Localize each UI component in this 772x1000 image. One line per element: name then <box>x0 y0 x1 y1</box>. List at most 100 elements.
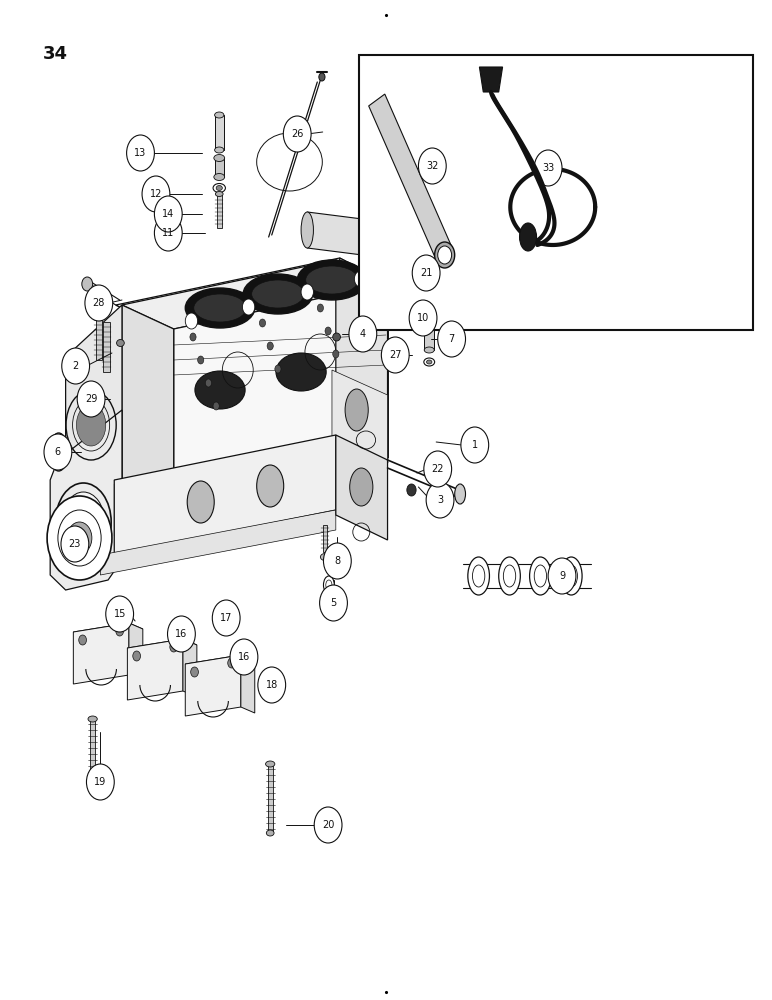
Circle shape <box>127 135 154 171</box>
Circle shape <box>191 667 198 677</box>
Circle shape <box>301 284 313 300</box>
Circle shape <box>61 526 89 562</box>
Circle shape <box>438 321 466 357</box>
Text: 19: 19 <box>94 777 107 787</box>
Ellipse shape <box>213 184 225 192</box>
Circle shape <box>360 296 366 304</box>
Polygon shape <box>215 158 224 177</box>
Text: 21: 21 <box>420 268 432 278</box>
Circle shape <box>461 427 489 463</box>
Polygon shape <box>73 623 129 684</box>
Ellipse shape <box>435 242 455 268</box>
Polygon shape <box>116 258 388 330</box>
Circle shape <box>333 350 339 358</box>
Circle shape <box>190 333 196 341</box>
Ellipse shape <box>520 223 537 251</box>
Circle shape <box>323 543 351 579</box>
Polygon shape <box>241 655 255 713</box>
Polygon shape <box>129 623 143 681</box>
Polygon shape <box>103 322 110 372</box>
Text: 3: 3 <box>437 495 443 505</box>
Ellipse shape <box>214 154 225 161</box>
Polygon shape <box>90 720 95 785</box>
Circle shape <box>325 327 331 335</box>
Polygon shape <box>336 435 388 540</box>
Polygon shape <box>369 94 452 261</box>
Polygon shape <box>66 484 122 570</box>
Circle shape <box>349 316 377 352</box>
Circle shape <box>314 807 342 843</box>
Ellipse shape <box>216 186 222 190</box>
Text: 26: 26 <box>291 129 303 139</box>
Ellipse shape <box>424 358 435 366</box>
Circle shape <box>106 596 134 632</box>
Text: 9: 9 <box>559 571 565 581</box>
Ellipse shape <box>468 557 489 595</box>
Circle shape <box>142 176 170 212</box>
Ellipse shape <box>323 576 334 594</box>
Polygon shape <box>340 258 388 458</box>
Text: 2: 2 <box>73 361 79 371</box>
Ellipse shape <box>499 557 520 595</box>
Polygon shape <box>100 510 336 575</box>
Polygon shape <box>185 655 241 716</box>
Text: 16: 16 <box>238 652 250 662</box>
Text: 7: 7 <box>449 334 455 344</box>
Ellipse shape <box>530 557 551 595</box>
Ellipse shape <box>320 554 330 560</box>
Polygon shape <box>96 310 102 360</box>
Circle shape <box>424 451 452 487</box>
Ellipse shape <box>438 246 452 264</box>
Circle shape <box>283 116 311 152</box>
Ellipse shape <box>117 340 124 347</box>
Text: 1: 1 <box>472 440 478 450</box>
Text: 29: 29 <box>85 394 97 404</box>
Circle shape <box>116 626 124 636</box>
Ellipse shape <box>243 274 313 314</box>
Circle shape <box>354 271 367 287</box>
Circle shape <box>407 484 416 496</box>
Polygon shape <box>174 284 388 508</box>
Polygon shape <box>307 212 386 258</box>
Polygon shape <box>50 410 122 590</box>
Circle shape <box>86 764 114 800</box>
Circle shape <box>418 148 446 184</box>
Circle shape <box>317 304 323 312</box>
Ellipse shape <box>333 333 340 341</box>
Circle shape <box>367 319 374 327</box>
Circle shape <box>258 667 286 703</box>
Ellipse shape <box>88 716 97 722</box>
Circle shape <box>67 522 92 554</box>
Text: 10: 10 <box>417 313 429 323</box>
Text: 17: 17 <box>220 613 232 623</box>
Ellipse shape <box>455 484 466 504</box>
Text: 13: 13 <box>134 148 147 158</box>
Ellipse shape <box>266 761 275 767</box>
Polygon shape <box>424 329 434 350</box>
Ellipse shape <box>345 389 368 431</box>
Text: 12: 12 <box>150 189 162 199</box>
Polygon shape <box>479 67 503 92</box>
Ellipse shape <box>560 557 582 595</box>
Circle shape <box>426 482 454 518</box>
Ellipse shape <box>185 288 255 328</box>
Ellipse shape <box>76 404 106 446</box>
Circle shape <box>133 651 141 661</box>
Circle shape <box>381 337 409 373</box>
Ellipse shape <box>276 353 326 391</box>
Circle shape <box>409 300 437 336</box>
Polygon shape <box>323 525 327 552</box>
Text: 5: 5 <box>330 598 337 608</box>
Ellipse shape <box>425 347 434 353</box>
Text: 32: 32 <box>426 161 438 171</box>
Text: 23: 23 <box>69 539 81 549</box>
Ellipse shape <box>405 276 413 282</box>
Ellipse shape <box>350 468 373 506</box>
Text: 18: 18 <box>266 680 278 690</box>
Text: 16: 16 <box>175 629 188 639</box>
Ellipse shape <box>301 212 313 248</box>
Circle shape <box>168 616 195 652</box>
Circle shape <box>534 150 562 186</box>
Ellipse shape <box>215 112 224 118</box>
Ellipse shape <box>187 481 214 523</box>
